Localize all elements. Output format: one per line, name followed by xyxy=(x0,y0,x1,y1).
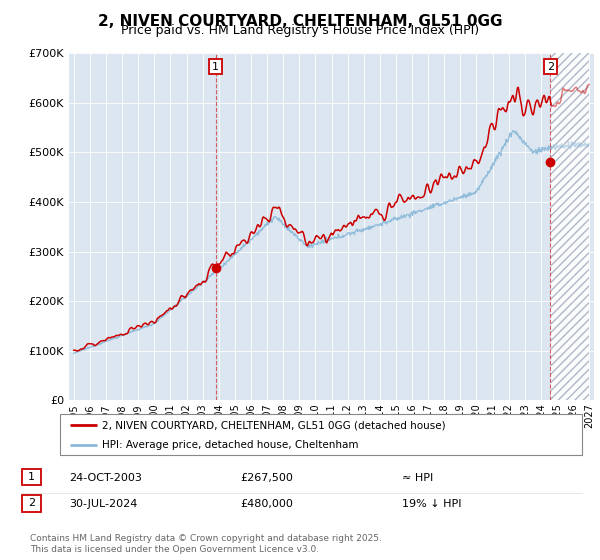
Text: ≈ HPI: ≈ HPI xyxy=(402,473,433,483)
Text: 2, NIVEN COURTYARD, CHELTENHAM, GL51 0GG: 2, NIVEN COURTYARD, CHELTENHAM, GL51 0GG xyxy=(98,14,502,29)
Text: Contains HM Land Registry data © Crown copyright and database right 2025.
This d: Contains HM Land Registry data © Crown c… xyxy=(30,534,382,554)
Text: HPI: Average price, detached house, Cheltenham: HPI: Average price, detached house, Chel… xyxy=(102,440,358,450)
Bar xyxy=(551,53,589,400)
Text: 2: 2 xyxy=(28,498,35,508)
Text: Price paid vs. HM Land Registry's House Price Index (HPI): Price paid vs. HM Land Registry's House … xyxy=(121,24,479,37)
Text: 2: 2 xyxy=(547,62,554,72)
Text: £267,500: £267,500 xyxy=(240,473,293,483)
Text: 30-JUL-2024: 30-JUL-2024 xyxy=(69,499,137,509)
Text: 2, NIVEN COURTYARD, CHELTENHAM, GL51 0GG (detached house): 2, NIVEN COURTYARD, CHELTENHAM, GL51 0GG… xyxy=(102,421,445,430)
Text: 1: 1 xyxy=(28,472,35,482)
Text: £480,000: £480,000 xyxy=(240,499,293,509)
Text: 1: 1 xyxy=(212,62,219,72)
Text: 19% ↓ HPI: 19% ↓ HPI xyxy=(402,499,461,509)
Text: 24-OCT-2003: 24-OCT-2003 xyxy=(69,473,142,483)
